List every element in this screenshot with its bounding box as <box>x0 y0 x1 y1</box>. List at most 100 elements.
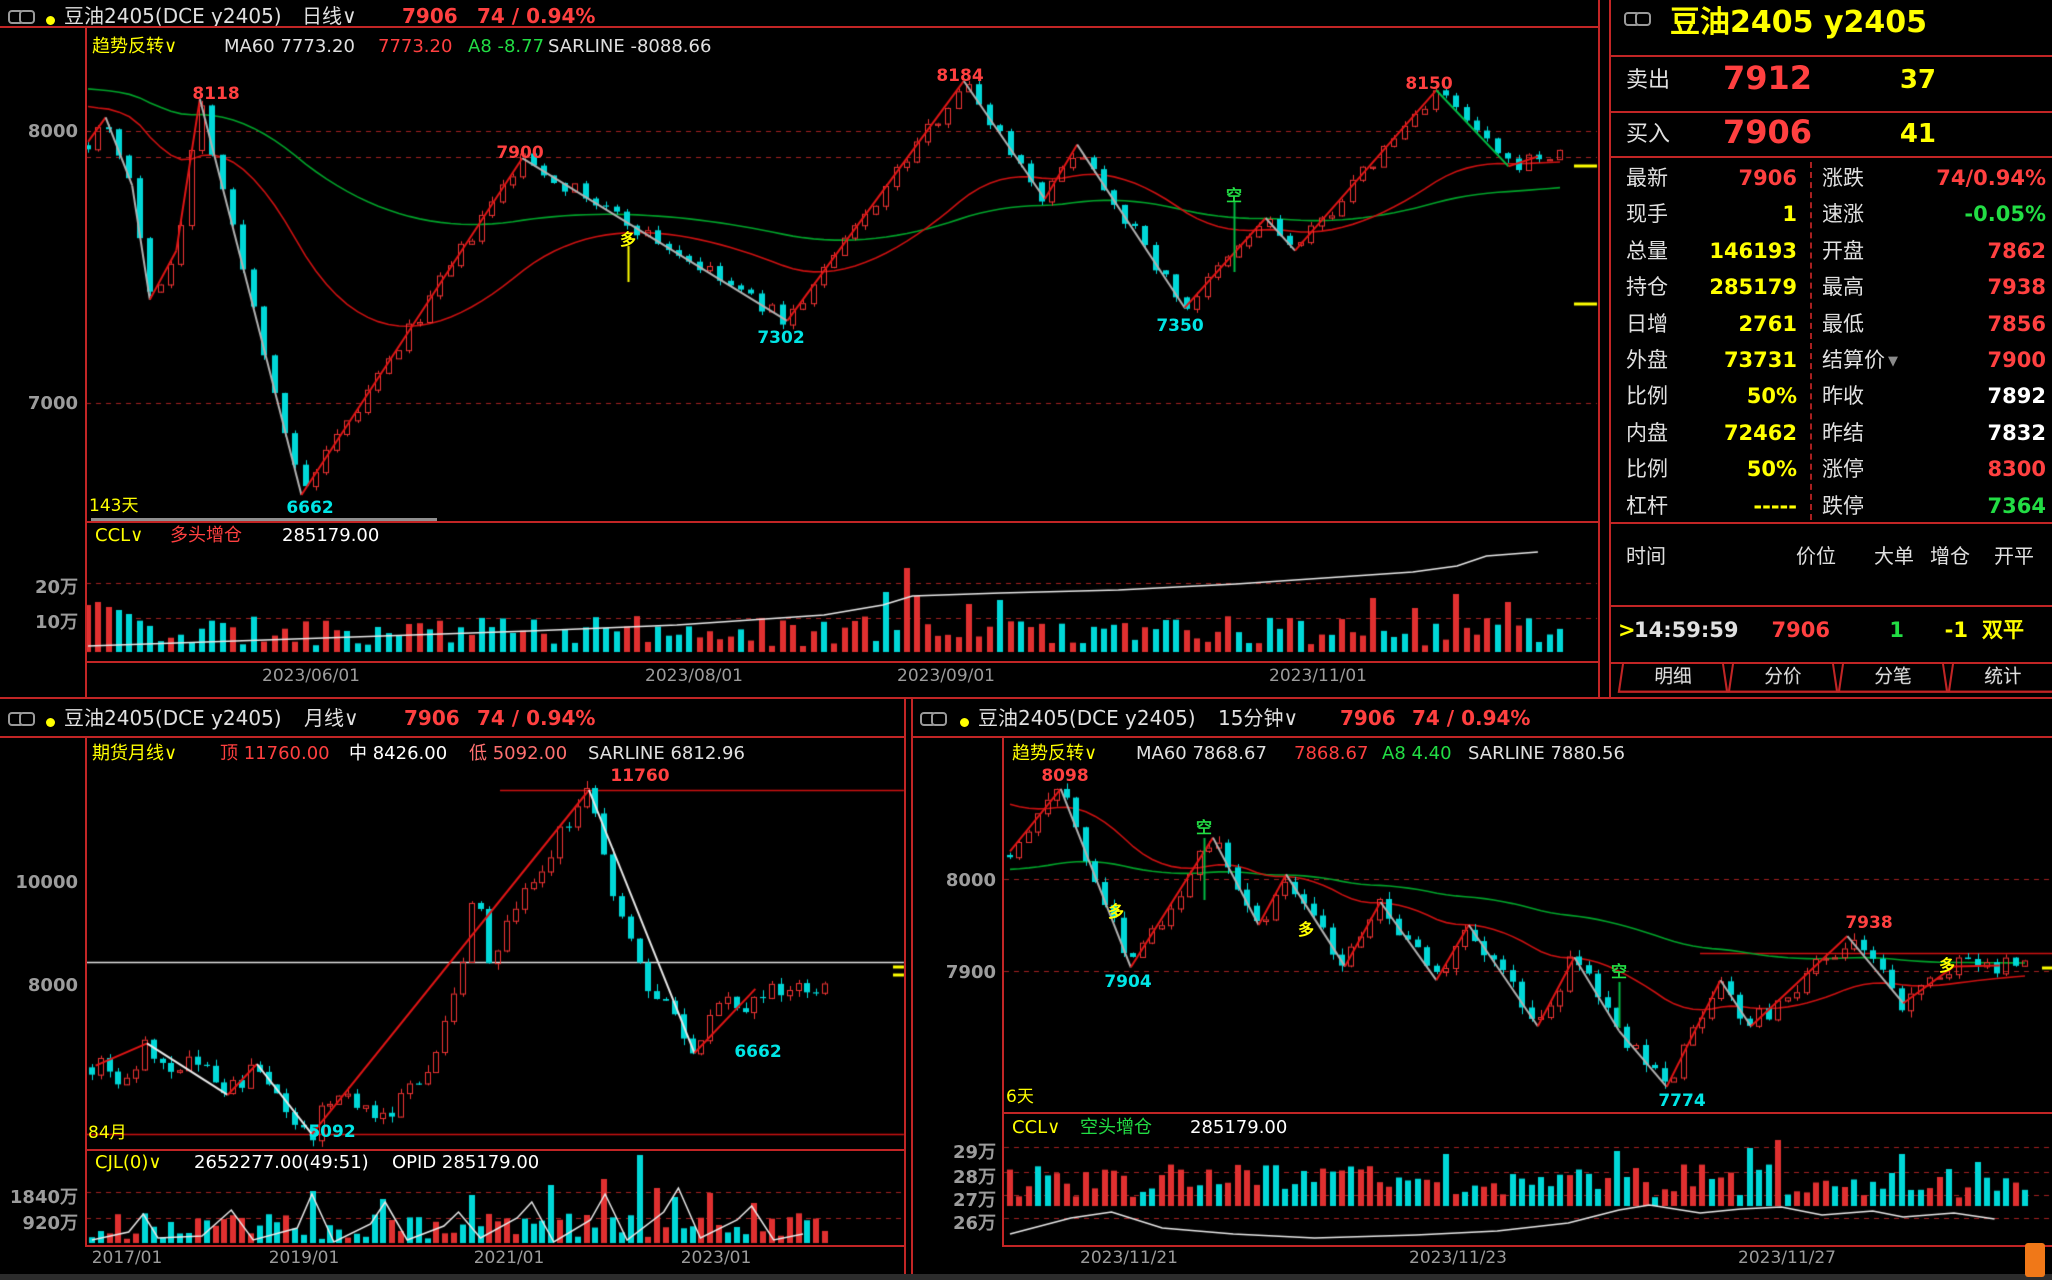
tick-column-header: 价位 <box>1796 544 1836 568</box>
period-selector-m15[interactable]: 15分钟∨ <box>1218 706 1299 730</box>
period-selector-monthly[interactable]: 月线∨ <box>304 706 359 730</box>
quote-title: 豆油2405 y2405 <box>1670 5 1927 40</box>
link-icon[interactable] <box>1624 12 1651 26</box>
axis-label: 2023/08/01 <box>645 666 743 686</box>
link-icon[interactable] <box>920 712 947 726</box>
quote-field-label: 昨结 <box>1822 421 1864 445</box>
indicator-selector-m15[interactable]: 趋势反转∨ <box>1012 743 1098 764</box>
price-label: 7774 <box>1658 1091 1706 1111</box>
axis-label: 10万 <box>34 612 78 633</box>
axis-label: 8000 <box>27 121 78 142</box>
monthly-chart-canvas[interactable] <box>85 737 905 1246</box>
ma-value: 7868.67 <box>1294 743 1369 764</box>
indicator-selector-daily[interactable]: 趋势反转∨ <box>92 36 178 57</box>
range-label: 143天 <box>89 496 139 516</box>
ask-price[interactable]: 7912 <box>1722 59 1812 97</box>
indicator-selector-ccl[interactable]: CCL∨ <box>95 525 144 546</box>
quote-field-label: 昨收 <box>1822 384 1864 408</box>
price-label: 7302 <box>757 328 805 348</box>
ccl-value: 285179.00 <box>1190 1117 1288 1138</box>
quote-field-value: 2761 <box>1738 312 1797 336</box>
bid-price[interactable]: 7906 <box>1722 113 1812 151</box>
quote-field-value: 73731 <box>1723 348 1797 372</box>
horizontal-scrollbar-thumb[interactable] <box>2025 1243 2045 1277</box>
divider <box>0 26 1598 28</box>
axis-label: 1840万 <box>9 1187 78 1208</box>
quote-field-value: 7938 <box>1987 275 2046 299</box>
tab-统计[interactable]: 统计 <box>1947 664 2052 693</box>
divider <box>911 698 913 1274</box>
quote-field-value: 74/0.94% <box>1936 166 2046 190</box>
signal-marker: 多 <box>1938 956 1956 975</box>
divider <box>1002 1245 2052 1247</box>
divider <box>1611 156 2052 158</box>
divider <box>0 736 904 738</box>
axis-label: 26万 <box>952 1213 996 1234</box>
signal-marker: 空 <box>1195 818 1213 837</box>
sarline-value: SARLINE 6812.96 <box>588 743 745 764</box>
chevron-down-icon: ∨ <box>1084 743 1098 764</box>
quote-field-value: 50% <box>1746 457 1797 481</box>
cjl-opid: OPID 285179.00 <box>392 1152 540 1173</box>
axis-label: 20万 <box>34 577 78 598</box>
divider <box>1598 0 1600 698</box>
ccl-value: 285179.00 <box>282 525 380 546</box>
axis-label: 920万 <box>22 1213 78 1234</box>
quote-field-label: 杠杆 <box>1626 494 1668 518</box>
axis-label: 2023/11/23 <box>1409 1248 1507 1268</box>
divider <box>0 697 2052 699</box>
divider <box>85 661 1598 663</box>
signal-marker: 多 <box>619 230 637 249</box>
tab-分价[interactable]: 分价 <box>1727 664 1839 693</box>
m15-chart-canvas[interactable] <box>1003 737 2052 1246</box>
signal-marker: 多 <box>1297 920 1315 939</box>
price-label: 7350 <box>1156 316 1204 336</box>
indicator-selector-cjl[interactable]: CJL(0)∨ <box>95 1152 162 1173</box>
ma-label: MA60 7773.20 <box>224 36 355 57</box>
axis-label: 29万 <box>952 1142 996 1163</box>
last-price: 7906 <box>1340 706 1396 730</box>
tick-column-header: 增仓 <box>1930 544 1970 568</box>
chevron-down-icon: ∨ <box>344 706 359 730</box>
divider <box>1611 662 2052 664</box>
tab-分笔[interactable]: 分笔 <box>1837 664 1949 693</box>
divider <box>1810 162 1812 520</box>
quote-field-label: 速涨 <box>1822 202 1864 226</box>
status-dot-icon <box>960 718 969 727</box>
divider <box>1609 0 1611 698</box>
quote-field-value: 7832 <box>1987 421 2046 445</box>
divider <box>85 736 87 1246</box>
quote-field-label: 外盘 <box>1626 348 1668 372</box>
chevron-down-icon: ∨ <box>130 525 144 546</box>
signal-marker: 空 <box>1610 962 1628 981</box>
a8-value: A8 -8.77 <box>468 36 545 57</box>
tab-明细[interactable]: 明细 <box>1617 664 1729 693</box>
ccl-mode: 多头增仓 <box>170 525 242 546</box>
signal-marker: 空 <box>1225 186 1243 205</box>
axis-label: 7000 <box>27 393 78 414</box>
divider <box>85 26 87 697</box>
link-icon[interactable] <box>8 712 35 726</box>
quote-field-value: 7900 <box>1987 348 2046 372</box>
horizontal-scrollbar[interactable] <box>91 518 437 523</box>
axis-label: 8000 <box>945 870 996 891</box>
divider <box>904 698 906 1274</box>
period-selector-daily[interactable]: 日线∨ <box>302 4 357 28</box>
daily-chart-canvas[interactable] <box>85 27 1598 699</box>
indicator-selector-ccl[interactable]: CCL∨ <box>1012 1117 1061 1138</box>
link-icon[interactable] <box>8 10 35 24</box>
quote-field-value: 285179 <box>1709 275 1797 299</box>
ask-label: 卖出 <box>1626 68 1671 93</box>
price-label: 7904 <box>1104 972 1152 992</box>
quote-field-label: 现手 <box>1626 202 1668 226</box>
indicator-selector-monthly[interactable]: 期货月线∨ <box>92 743 178 764</box>
sarline-value: SARLINE 7880.56 <box>1468 743 1625 764</box>
price-label: 7900 <box>496 143 544 163</box>
quote-field-label: 日增 <box>1626 312 1668 336</box>
axis-label: 2023/01 <box>680 1248 752 1268</box>
bottom-edge-bar <box>0 1274 2052 1280</box>
tick-price: 7906 <box>1771 618 1830 642</box>
tick-arrow-icon: > <box>1618 618 1636 642</box>
quote-field-value: 50% <box>1746 384 1797 408</box>
quote-field-value: 146193 <box>1709 239 1797 263</box>
